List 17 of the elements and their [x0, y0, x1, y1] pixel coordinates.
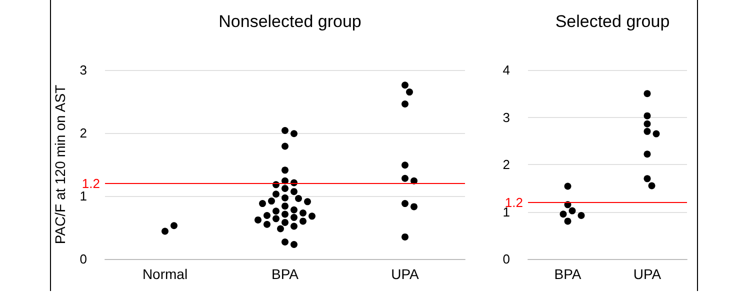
chart-title: Selected group [555, 12, 670, 31]
y-tick-label: 2 [80, 126, 87, 140]
x-tick-label: Normal [142, 266, 188, 282]
ref-line-label: 1.2 [82, 176, 100, 191]
x-tick-label: BPA [272, 266, 300, 282]
x-tick-label: BPA [554, 266, 582, 282]
y-tick-label: 2 [502, 157, 510, 172]
x-tick-label: UPA [391, 266, 420, 282]
y-tick-label: 0 [80, 252, 87, 266]
y-tick-label: 1 [80, 188, 87, 204]
chart-title: Nonselected group [218, 12, 362, 31]
y-axis-title: PAC/F at 120 min on AST [52, 84, 68, 244]
x-tick-label: UPA [633, 266, 662, 282]
y-tick-label: 3 [502, 110, 510, 125]
y-tick-label: 3 [80, 62, 87, 78]
y-tick-label: 4 [502, 62, 510, 78]
y-tick-label: 0 [502, 252, 510, 266]
